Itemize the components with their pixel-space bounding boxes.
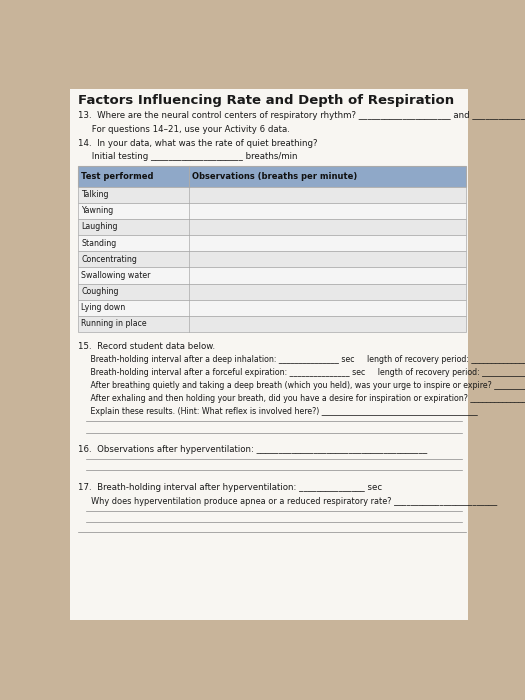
Bar [78,284,466,300]
Bar [78,219,466,235]
Text: 16.  Observations after hyperventilation: ______________________________________: 16. Observations after hyperventilation:… [78,444,427,454]
Text: Breath-holding interval after a deep inhalation: _______________ sec     length : Breath-holding interval after a deep inh… [78,355,525,364]
Text: Laughing: Laughing [81,223,118,232]
Bar [78,267,466,284]
Text: For questions 14–21, use your Activity 6 data.: For questions 14–21, use your Activity 6… [78,125,290,134]
Text: Standing: Standing [81,239,117,248]
Text: Test performed: Test performed [81,172,154,181]
Text: 13.  Where are the neural control centers of respiratory rhythm? _______________: 13. Where are the neural control centers… [78,111,525,120]
Text: Why does hyperventilation produce apnea or a reduced respiratory rate? _________: Why does hyperventilation produce apnea … [78,497,497,506]
Text: Talking: Talking [81,190,109,199]
Text: After breathing quietly and taking a deep breath (which you held), was your urge: After breathing quietly and taking a dee… [78,382,525,391]
Text: 14.  In your data, what was the rate of quiet breathing?: 14. In your data, what was the rate of q… [78,139,317,148]
Text: After exhaling and then holding your breath, did you have a desire for inspirati: After exhaling and then holding your bre… [78,394,525,403]
Bar [78,300,466,316]
Text: Concentrating: Concentrating [81,255,137,264]
Text: Yawning: Yawning [81,206,113,216]
Bar [78,235,466,251]
Text: Swallowing water: Swallowing water [81,271,151,280]
Text: Running in place: Running in place [81,319,146,328]
Text: Breath-holding interval after a forceful expiration: _______________ sec     len: Breath-holding interval after a forceful… [78,368,525,377]
Text: Explain these results. (Hint: What reflex is involved here?) ___________________: Explain these results. (Hint: What refle… [78,407,478,416]
Text: 17.  Breath-holding interval after hyperventilation: _______________ sec: 17. Breath-holding interval after hyperv… [78,483,382,492]
Bar [78,203,466,219]
Text: 15.  Record student data below.: 15. Record student data below. [78,342,215,351]
Text: Coughing: Coughing [81,287,119,296]
Text: Initial testing _____________________ breaths/min: Initial testing _____________________ br… [78,152,297,161]
Bar [78,166,466,186]
Text: Factors Influencing Rate and Depth of Respiration: Factors Influencing Rate and Depth of Re… [78,94,454,106]
Bar [78,251,466,267]
Text: Lying down: Lying down [81,303,125,312]
Bar [78,316,466,332]
Text: Observations (breaths per minute): Observations (breaths per minute) [192,172,357,181]
Bar [78,186,466,203]
